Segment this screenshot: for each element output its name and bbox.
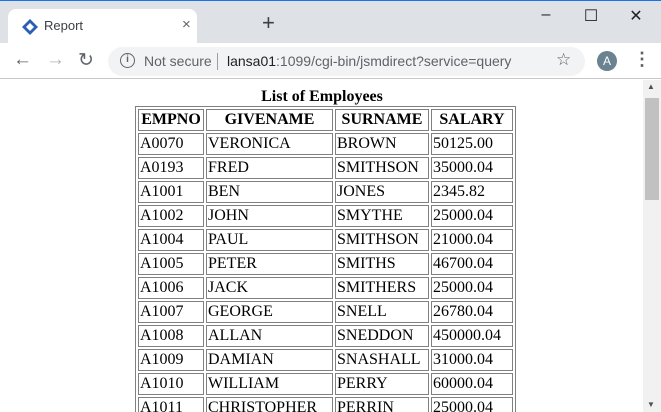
- maximize-button[interactable]: ☐: [583, 8, 599, 25]
- table-row: A0193 FRED SMITHSON 35000.04: [138, 157, 513, 179]
- table-row: A1005 PETER SMITHS 46700.04: [138, 253, 513, 275]
- cell-empno: A1004: [138, 229, 204, 251]
- cell-empno: A0070: [138, 133, 204, 155]
- tab-close-icon[interactable]: ×: [182, 16, 191, 33]
- cell-givename: WILLIAM: [206, 373, 333, 395]
- page-title: List of Employees: [261, 88, 383, 105]
- cell-surname: PERRY: [335, 373, 429, 395]
- cell-salary: 26780.04: [431, 301, 513, 323]
- cell-givename: PETER: [206, 253, 333, 275]
- table-row: A1006 JACK SMITHERS 25000.04: [138, 277, 513, 299]
- table-row: A1008 ALLAN SNEDDON 450000.04: [138, 325, 513, 347]
- new-tab-button[interactable]: +: [262, 10, 275, 35]
- cell-givename: VERONICA: [206, 133, 333, 155]
- cell-salary: 2345.82: [431, 181, 513, 203]
- cell-salary: 50125.00: [431, 133, 513, 155]
- cell-salary: 46700.04: [431, 253, 513, 275]
- info-icon[interactable]: i: [120, 53, 135, 68]
- url-path: :1099/cgi-bin/jsmdirect?service=query: [276, 53, 512, 69]
- divider: [217, 53, 218, 70]
- minimize-button[interactable]: –: [541, 6, 551, 23]
- scroll-up-icon[interactable]: ▲: [647, 82, 655, 91]
- title-bar: Report × + – ☐ ✕: [0, 0, 661, 44]
- cell-salary: 35000.04: [431, 157, 513, 179]
- vertical-scrollbar[interactable]: ▲ ▼: [643, 80, 661, 412]
- cell-empno: A1005: [138, 253, 204, 275]
- menu-icon[interactable]: ⋮: [633, 49, 651, 69]
- cell-surname: SMITHERS: [335, 277, 429, 299]
- address-bar[interactable]: i Not secure lansa01:1099/cgi-bin/jsmdir…: [108, 47, 585, 76]
- cell-surname: BROWN: [335, 133, 429, 155]
- cell-givename: JOHN: [206, 205, 333, 227]
- cell-empno: A1011: [138, 397, 204, 412]
- column-header-salary: SALARY: [431, 109, 513, 131]
- url-text[interactable]: lansa01:1099/cgi-bin/jsmdirect?service=q…: [227, 53, 511, 69]
- toolbar: ← → ↻ i Not secure lansa01:1099/cgi-bin/…: [0, 43, 661, 79]
- table-row: A1010 WILLIAM PERRY 60000.04: [138, 373, 513, 395]
- table-row: A0070 VERONICA BROWN 50125.00: [138, 133, 513, 155]
- tab-report[interactable]: Report ×: [8, 9, 197, 44]
- column-header-empno: EMPNO: [138, 109, 204, 131]
- table-row: A1011 CHRISTOPHER PERRIN 25000.04: [138, 397, 513, 412]
- cell-salary: 21000.04: [431, 229, 513, 251]
- column-header-givename: GIVENAME: [206, 109, 333, 131]
- page-content: List of Employees EMPNO GIVENAME SURNAME…: [0, 80, 643, 412]
- cell-empno: A1006: [138, 277, 204, 299]
- cell-givename: GEORGE: [206, 301, 333, 323]
- cell-salary: 60000.04: [431, 373, 513, 395]
- cell-surname: SMITHSON: [335, 157, 429, 179]
- cell-salary: 25000.04: [431, 205, 513, 227]
- reload-button[interactable]: ↻: [78, 50, 94, 71]
- cell-surname: SMITHS: [335, 253, 429, 275]
- employees-table: EMPNO GIVENAME SURNAME SALARY A0070 VERON…: [135, 106, 516, 412]
- cell-surname: SMITHSON: [335, 229, 429, 251]
- cell-empno: A1008: [138, 325, 204, 347]
- table-row: A1007 GEORGE SNELL 26780.04: [138, 301, 513, 323]
- table-row: A1002 JOHN SMYTHE 25000.04: [138, 205, 513, 227]
- cell-givename: CHRISTOPHER: [206, 397, 333, 412]
- url-host: lansa01: [227, 53, 277, 69]
- cell-givename: BEN: [206, 181, 333, 203]
- table-row: A1001 BEN JONES 2345.82: [138, 181, 513, 203]
- cell-givename: DAMIAN: [206, 349, 333, 371]
- cell-surname: SNEDDON: [335, 325, 429, 347]
- tab-title: Report: [44, 18, 84, 33]
- scroll-down-icon[interactable]: ▼: [647, 400, 655, 409]
- scrollbar-thumb[interactable]: [645, 98, 659, 200]
- table-row: A1004 PAUL SMITHSON 21000.04: [138, 229, 513, 251]
- forward-button[interactable]: →: [46, 49, 65, 70]
- cell-empno: A0193: [138, 157, 204, 179]
- cell-givename: JACK: [206, 277, 333, 299]
- lansa-logo-icon: [22, 19, 38, 35]
- back-button[interactable]: ←: [13, 49, 32, 70]
- cell-salary: 450000.04: [431, 325, 513, 347]
- cell-givename: FRED: [206, 157, 333, 179]
- cell-surname: JONES: [335, 181, 429, 203]
- cell-surname: SMYTHE: [335, 205, 429, 227]
- cell-empno: A1002: [138, 205, 204, 227]
- cell-empno: A1009: [138, 349, 204, 371]
- profile-avatar[interactable]: A: [597, 51, 617, 71]
- table-row: A1009 DAMIAN SNASHALL 31000.04: [138, 349, 513, 371]
- close-window-button[interactable]: ✕: [629, 8, 643, 25]
- cell-salary: 25000.04: [431, 397, 513, 412]
- cell-empno: A1010: [138, 373, 204, 395]
- security-label[interactable]: Not secure: [144, 53, 212, 69]
- cell-givename: PAUL: [206, 229, 333, 251]
- bookmark-star-icon[interactable]: ☆: [556, 50, 572, 69]
- table-header-row: EMPNO GIVENAME SURNAME SALARY: [138, 109, 513, 131]
- column-header-surname: SURNAME: [335, 109, 429, 131]
- cell-empno: A1001: [138, 181, 204, 203]
- cell-salary: 25000.04: [431, 277, 513, 299]
- cell-empno: A1007: [138, 301, 204, 323]
- cell-givename: ALLAN: [206, 325, 333, 347]
- cell-surname: PERRIN: [335, 397, 429, 412]
- cell-salary: 31000.04: [431, 349, 513, 371]
- cell-surname: SNASHALL: [335, 349, 429, 371]
- cell-surname: SNELL: [335, 301, 429, 323]
